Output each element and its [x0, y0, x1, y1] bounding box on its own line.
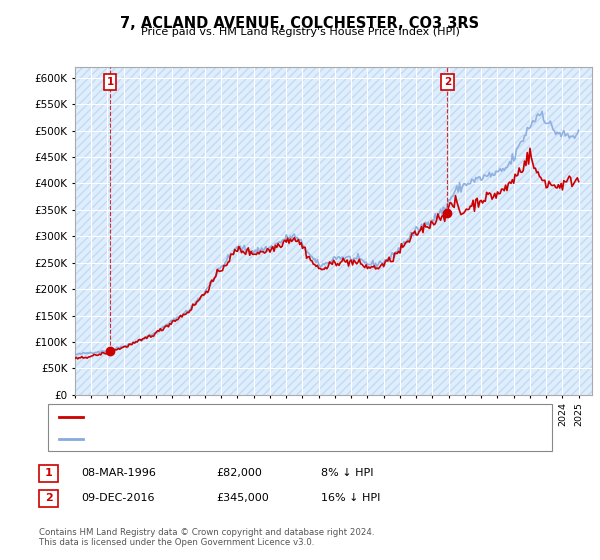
Text: Contains HM Land Registry data © Crown copyright and database right 2024.
This d: Contains HM Land Registry data © Crown c…	[39, 528, 374, 548]
Text: 08-MAR-1996: 08-MAR-1996	[81, 468, 156, 478]
Text: 09-DEC-2016: 09-DEC-2016	[81, 493, 155, 503]
Text: HPI: Average price, detached house, Colchester: HPI: Average price, detached house, Colc…	[87, 434, 325, 444]
Text: 1: 1	[107, 77, 114, 87]
Text: 7, ACLAND AVENUE, COLCHESTER, CO3 3RS: 7, ACLAND AVENUE, COLCHESTER, CO3 3RS	[121, 16, 479, 31]
Text: 2: 2	[45, 493, 52, 503]
Text: £345,000: £345,000	[216, 493, 269, 503]
Text: £82,000: £82,000	[216, 468, 262, 478]
Text: 7, ACLAND AVENUE, COLCHESTER, CO3 3RS (detached house): 7, ACLAND AVENUE, COLCHESTER, CO3 3RS (d…	[87, 412, 398, 422]
Text: 8% ↓ HPI: 8% ↓ HPI	[321, 468, 373, 478]
Text: 16% ↓ HPI: 16% ↓ HPI	[321, 493, 380, 503]
Text: 2: 2	[444, 77, 451, 87]
Text: 1: 1	[45, 468, 52, 478]
Text: Price paid vs. HM Land Registry's House Price Index (HPI): Price paid vs. HM Land Registry's House …	[140, 27, 460, 37]
